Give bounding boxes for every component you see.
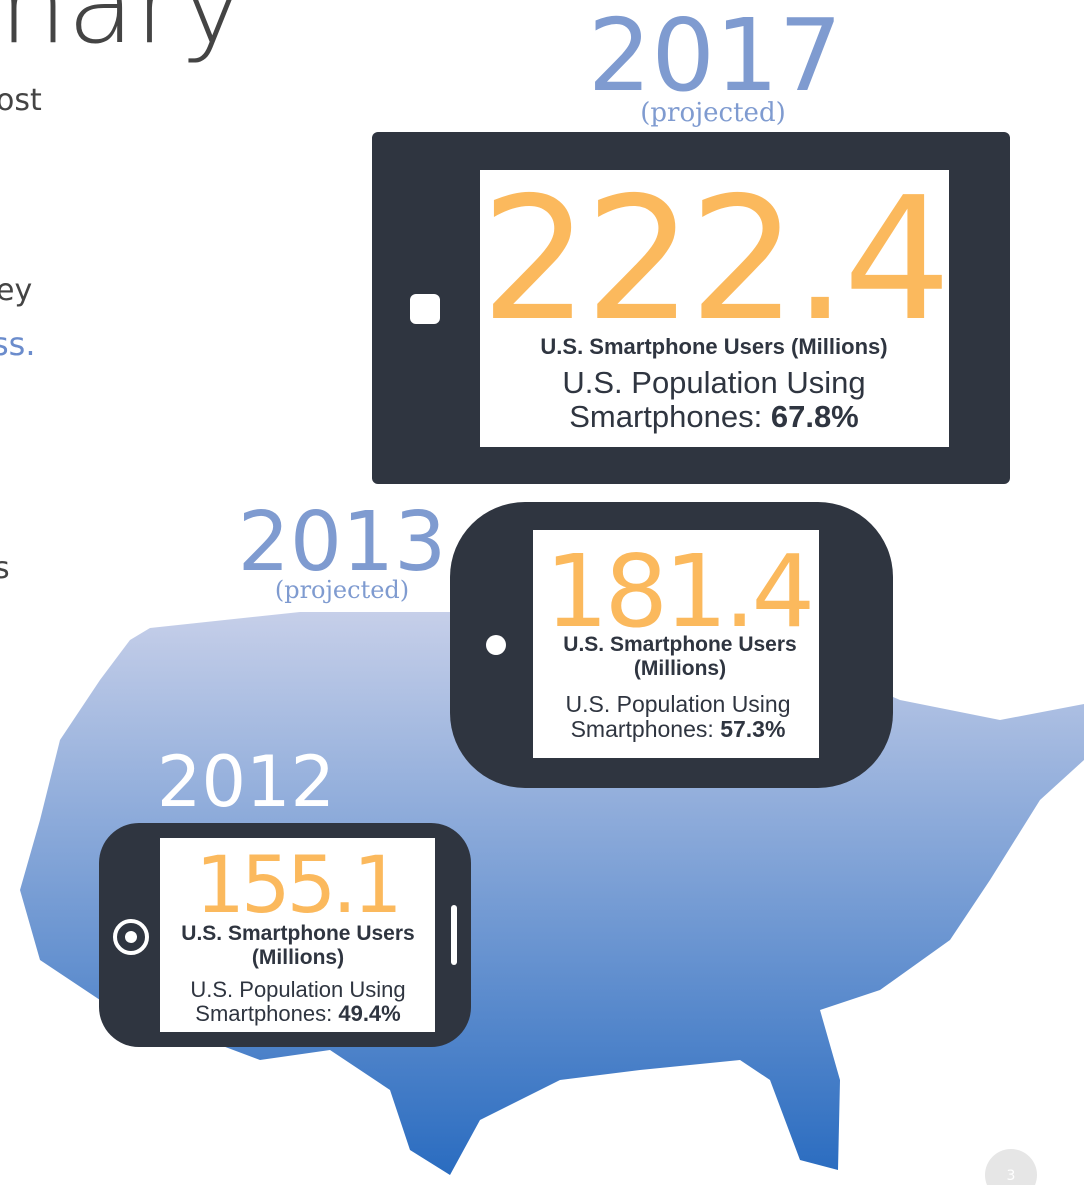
- value: 222.4: [481, 161, 948, 359]
- percent: 67.8%: [771, 399, 859, 434]
- percent: 49.4%: [338, 1001, 400, 1026]
- fragment: ost: [0, 83, 42, 118]
- screen: [480, 170, 949, 447]
- home-button: [410, 294, 440, 324]
- label: U.S. Smartphone Users: [563, 633, 796, 656]
- home-button-dot: [125, 931, 137, 943]
- population: U.S. Population Using: [562, 365, 865, 400]
- population: U.S. Population Using: [190, 977, 405, 1002]
- label: (Millions): [252, 946, 344, 969]
- home-button: [113, 919, 149, 955]
- home-button: [486, 635, 506, 655]
- screen: [160, 838, 435, 1032]
- year: 2012: [157, 741, 335, 823]
- side-bar: [451, 905, 457, 965]
- note: (projected): [640, 98, 786, 128]
- label: (Millions): [634, 657, 726, 680]
- value: 155.1: [195, 841, 398, 931]
- population: U.S. Population Using: [565, 691, 790, 717]
- fragment: ey: [0, 273, 32, 308]
- page-badge: [985, 1149, 1037, 1185]
- screen: [533, 530, 819, 758]
- label: U.S. Smartphone Users (Millions): [540, 334, 887, 359]
- title: mary: [0, 0, 245, 68]
- population: Smartphones:: [195, 1001, 338, 1026]
- year: 2017: [588, 0, 843, 114]
- population: Smartphones:: [571, 716, 721, 742]
- fragment: s: [0, 551, 10, 586]
- note: (projected): [275, 576, 409, 604]
- population: Smartphones:: [569, 399, 771, 434]
- population: Smartphones: 67.8%: [569, 399, 859, 434]
- page-number: 3: [1007, 1168, 1016, 1184]
- percent: 57.3%: [720, 716, 785, 742]
- year: 2013: [238, 495, 447, 590]
- fragment: ss.: [0, 325, 36, 363]
- population: Smartphones: 57.3%: [571, 716, 786, 742]
- population: Smartphones: 49.4%: [195, 1001, 400, 1026]
- label: U.S. Smartphone Users: [181, 922, 414, 945]
- value: 181.4: [545, 533, 811, 650]
